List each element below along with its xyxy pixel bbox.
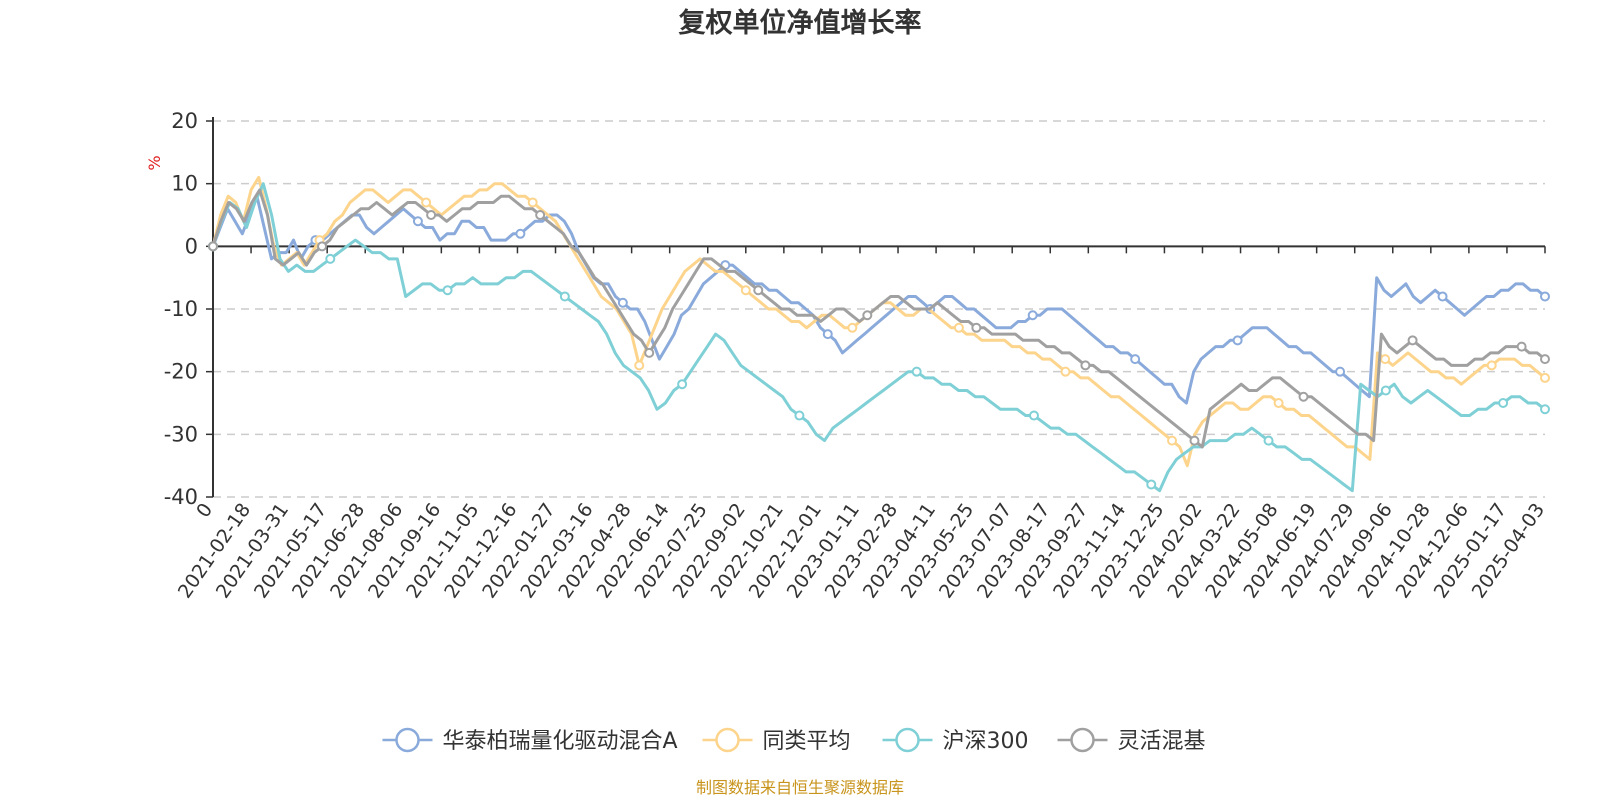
series-point-3 (1080, 360, 1091, 371)
x-tick-label: 0 (192, 499, 217, 522)
legend-label[interactable]: 华泰柏瑞量化驱动混合A (443, 729, 678, 754)
series-lines (208, 175, 1550, 493)
series-point-2 (1540, 404, 1550, 415)
series-point-1 (527, 197, 538, 208)
series-point-0 (1027, 310, 1038, 321)
series-point-0 (515, 228, 526, 239)
legend-label[interactable]: 灵活混基 (1118, 729, 1206, 754)
series-point-3 (1516, 341, 1527, 352)
series-point-3 (644, 347, 655, 358)
legend-marker (895, 727, 920, 753)
series-point-1 (634, 360, 645, 371)
series-point-0 (1335, 366, 1346, 377)
series-point-2 (1498, 398, 1509, 408)
series-point-2 (1146, 479, 1157, 490)
y-axis-ticks: 20 10 0 -10 -20 -30 -40 (164, 109, 198, 509)
series-point-3 (1189, 435, 1200, 446)
data-source-note: 制图数据来自恒生聚源数据库 (696, 778, 904, 797)
series-point-2 (1263, 435, 1274, 446)
series-point-1 (1486, 360, 1497, 371)
series-point-3 (753, 285, 764, 296)
series-point-0 (1232, 335, 1243, 346)
series-point-2 (1028, 410, 1039, 421)
series-point-2 (442, 285, 453, 296)
y-axis-unit: % (145, 155, 164, 170)
series-point-0 (1437, 291, 1448, 302)
series-point-0 (1540, 291, 1550, 302)
series-point-3 (208, 241, 218, 252)
axes (206, 117, 1546, 498)
legend: 华泰柏瑞量化驱动混合A 同类平均 沪深300 灵活混基 (382, 727, 1206, 754)
legend-marker (395, 727, 420, 753)
series-point-2 (559, 291, 570, 302)
series-point-2 (325, 253, 336, 264)
legend-marker (1070, 727, 1095, 753)
series-point-3 (317, 241, 328, 252)
series-point-3 (1298, 391, 1309, 402)
series-point-0 (822, 329, 833, 340)
series-point-0 (1130, 354, 1141, 365)
y-tick-label: 10 (171, 172, 198, 196)
series-point-3 (1407, 335, 1418, 346)
y-tick-label: -10 (164, 297, 198, 321)
series-point-2 (794, 410, 805, 421)
series-point-3 (426, 210, 437, 220)
series-point-1 (1380, 354, 1391, 365)
series-point-2 (911, 366, 922, 377)
series-point-2 (677, 379, 688, 390)
series-point-1 (421, 197, 432, 208)
legend-marker (715, 727, 740, 753)
series-point-1 (847, 322, 858, 333)
x-axis-ticks: 02021-02-182021-03-312021-05-172021-06-2… (174, 499, 1549, 602)
y-tick-label: -40 (164, 485, 198, 509)
series-point-3 (971, 322, 982, 333)
series-line-0 (211, 194, 1546, 405)
y-tick-label: -20 (164, 360, 198, 384)
series-point-3 (535, 210, 546, 220)
series-point-1 (1540, 372, 1550, 383)
series-point-1 (1060, 366, 1071, 377)
chart-title: 复权单位净值增长率 (679, 7, 922, 39)
series-point-3 (862, 310, 873, 321)
grid-lines (213, 120, 1545, 498)
series-point-2 (1380, 385, 1391, 396)
series-line-3 (211, 188, 1546, 449)
series-point-3 (1540, 354, 1550, 365)
y-tick-label: -30 (164, 422, 198, 446)
legend-label[interactable]: 同类平均 (763, 729, 851, 754)
series-line-2 (211, 182, 1546, 493)
y-tick-label: 0 (185, 234, 198, 258)
series-point-0 (412, 216, 423, 227)
series-point-1 (1167, 435, 1178, 446)
y-tick-label: 20 (171, 109, 198, 133)
series-point-1 (1273, 398, 1284, 408)
legend-label[interactable]: 沪深300 (943, 729, 1029, 754)
series-point-1 (740, 285, 751, 296)
series-point-1 (953, 322, 964, 333)
series-point-0 (617, 297, 628, 308)
